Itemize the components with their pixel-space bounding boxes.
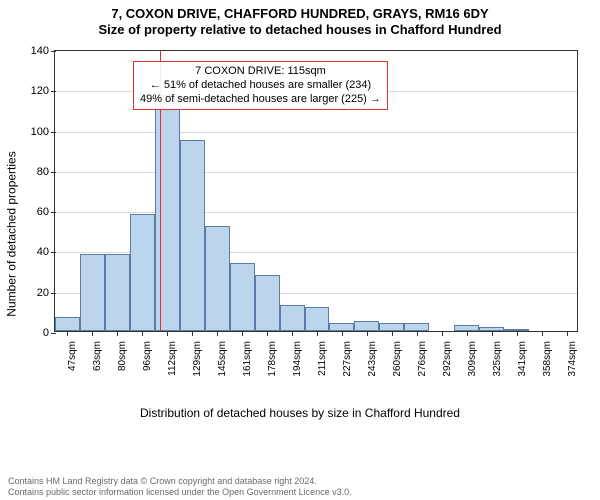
histogram-bar <box>55 317 80 331</box>
x-tick-label: 96sqm <box>142 337 153 371</box>
annotation-line: 49% of semi-detached houses are larger (… <box>140 93 381 107</box>
x-tick-mark <box>317 331 318 336</box>
x-tick-label: 112sqm <box>167 337 178 376</box>
figure-container: 7, COXON DRIVE, CHAFFORD HUNDRED, GRAYS,… <box>0 0 600 500</box>
x-tick-label: 211sqm <box>317 337 328 376</box>
y-tick-label: 40 <box>37 246 55 258</box>
x-tick-label: 341sqm <box>517 337 528 377</box>
x-tick-label: 325sqm <box>492 337 503 377</box>
x-tick-label: 161sqm <box>242 337 253 377</box>
annotation-box: 7 COXON DRIVE: 115sqm← 51% of detached h… <box>133 61 388 110</box>
x-tick-mark <box>242 331 243 336</box>
histogram-bar <box>205 226 230 331</box>
x-tick-mark <box>517 331 518 336</box>
y-axis-label-text: Number of detached properties <box>5 151 19 316</box>
x-tick-mark <box>442 331 443 336</box>
x-tick-label: 292sqm <box>442 337 453 377</box>
histogram-bar <box>80 254 105 331</box>
x-tick-label: 260sqm <box>392 337 403 377</box>
x-tick-mark <box>542 331 543 336</box>
x-tick-label: 309sqm <box>467 337 478 377</box>
histogram-bar <box>404 323 429 331</box>
histogram-bar <box>155 95 180 331</box>
x-tick-label: 374sqm <box>567 337 578 377</box>
y-axis-label: Number of detached properties <box>2 44 22 424</box>
x-tick-mark <box>267 331 268 336</box>
x-tick-mark <box>392 331 393 336</box>
x-tick-mark <box>92 331 93 336</box>
x-tick-mark <box>192 331 193 336</box>
x-tick-label: 178sqm <box>267 337 278 377</box>
x-axis-label: Distribution of detached houses by size … <box>0 406 600 420</box>
titles: 7, COXON DRIVE, CHAFFORD HUNDRED, GRAYS,… <box>0 0 600 39</box>
caption: Contains HM Land Registry data © Crown c… <box>8 476 592 499</box>
histogram-bar <box>379 323 404 331</box>
y-tick-label: 80 <box>37 166 55 178</box>
caption-line-2: Contains public sector information licen… <box>8 487 592 498</box>
x-tick-label: 63sqm <box>92 337 103 371</box>
y-tick-label: 100 <box>31 126 55 138</box>
grid-line <box>55 172 577 173</box>
x-tick-mark <box>217 331 218 336</box>
histogram-bar <box>180 140 205 331</box>
plot-area: 02040608010012014047sqm63sqm80sqm96sqm11… <box>54 50 578 332</box>
x-tick-label: 194sqm <box>292 337 303 377</box>
x-tick-label: 129sqm <box>192 337 203 377</box>
histogram-bar <box>130 214 155 331</box>
x-tick-label: 358sqm <box>542 337 553 377</box>
title-line-1: 7, COXON DRIVE, CHAFFORD HUNDRED, GRAYS,… <box>0 6 600 22</box>
x-tick-mark <box>417 331 418 336</box>
grid-line <box>55 212 577 213</box>
x-tick-mark <box>492 331 493 336</box>
x-tick-label: 145sqm <box>217 337 228 377</box>
x-tick-mark <box>167 331 168 336</box>
x-tick-label: 80sqm <box>117 337 128 371</box>
grid-line <box>55 132 577 133</box>
x-tick-label: 276sqm <box>417 337 428 377</box>
histogram-bar <box>329 323 354 331</box>
y-tick-label: 140 <box>31 45 55 57</box>
x-tick-mark <box>142 331 143 336</box>
x-tick-label: 243sqm <box>367 337 378 377</box>
x-tick-mark <box>292 331 293 336</box>
y-tick-label: 60 <box>37 206 55 218</box>
x-tick-mark <box>117 331 118 336</box>
histogram-bar <box>305 307 330 331</box>
caption-line-1: Contains HM Land Registry data © Crown c… <box>8 476 592 487</box>
annotation-line: ← 51% of detached houses are smaller (23… <box>140 79 381 93</box>
x-tick-label: 227sqm <box>342 337 353 377</box>
annotation-line: 7 COXON DRIVE: 115sqm <box>140 65 381 79</box>
x-tick-mark <box>67 331 68 336</box>
x-tick-label: 47sqm <box>67 337 78 371</box>
histogram-bar <box>280 305 305 331</box>
histogram-bar <box>230 263 255 331</box>
y-tick-label: 120 <box>31 85 55 97</box>
title-line-2: Size of property relative to detached ho… <box>0 22 600 38</box>
y-tick-label: 20 <box>37 287 55 299</box>
histogram-bar <box>354 321 379 331</box>
histogram-bar <box>255 275 280 331</box>
histogram-bar <box>105 254 130 331</box>
x-tick-mark <box>367 331 368 336</box>
y-tick-label: 0 <box>43 327 55 339</box>
x-tick-mark <box>342 331 343 336</box>
x-tick-mark <box>467 331 468 336</box>
chart-area: Number of detached properties 0204060801… <box>0 44 600 424</box>
x-tick-mark <box>567 331 568 336</box>
